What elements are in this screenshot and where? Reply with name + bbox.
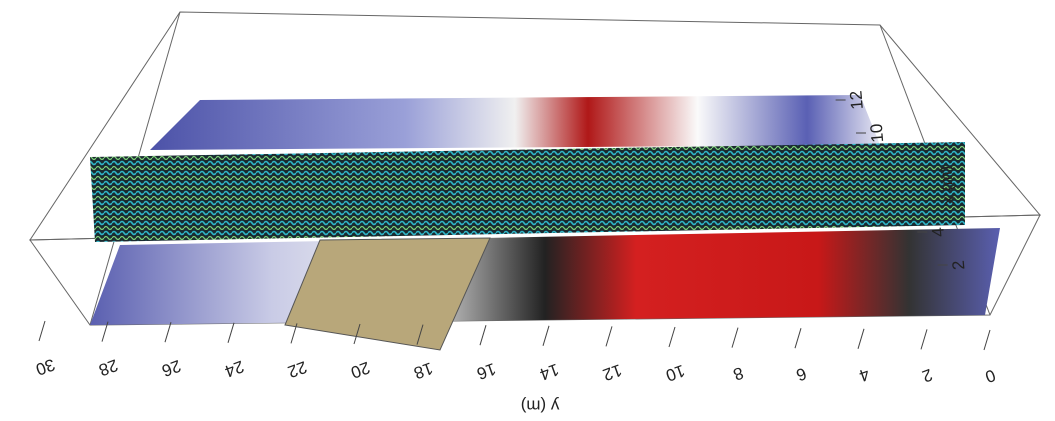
y-tick-label: 22	[285, 357, 309, 381]
y-tick	[731, 327, 739, 348]
y-tick	[794, 328, 802, 349]
y-tick-label: 0	[983, 365, 998, 386]
y-tick	[38, 320, 46, 342]
y-tick-label: 10	[663, 361, 687, 385]
y-tick-label: 20	[348, 358, 372, 382]
y-tick	[479, 325, 487, 346]
x-tick-label: 2	[949, 260, 969, 271]
y-tick	[983, 329, 991, 351]
lower-plane	[90, 228, 1000, 325]
x-tick-label: 12	[846, 90, 867, 111]
y-tick	[227, 322, 235, 343]
y-tick-label: 24	[222, 357, 246, 381]
y-tick	[920, 329, 928, 350]
y-tick	[290, 323, 298, 344]
gpr-slice	[90, 142, 965, 242]
y-tick	[353, 323, 361, 345]
y-tick-label: 28	[96, 355, 120, 379]
y-tick-label: 8	[731, 363, 746, 384]
x-tick-label: 4	[928, 227, 948, 238]
y-tick	[101, 321, 109, 342]
y-tick-label: 6	[794, 364, 809, 385]
y-tick-label: 16	[474, 359, 498, 383]
y-tick-label: 4	[857, 364, 872, 385]
y-tick	[857, 328, 865, 349]
x-tick-label: 10	[867, 123, 888, 144]
upper-plane	[150, 95, 880, 150]
y-tick-label: 14	[537, 360, 561, 384]
y-tick	[542, 325, 550, 346]
y-tick-label: 12	[600, 360, 624, 384]
y-tick	[668, 326, 676, 348]
x-axis-label: x (m)	[936, 165, 958, 205]
y-tick-label: 30	[33, 355, 57, 379]
y-tick	[164, 322, 172, 343]
y-tick-label: 18	[411, 358, 435, 382]
y-tick	[605, 326, 613, 347]
y-axis-label: y (m)	[521, 397, 560, 416]
y-tick	[416, 324, 424, 345]
photo-overlay	[284, 237, 491, 351]
y-tick-label: 2	[920, 365, 935, 386]
y-tick-label: 26	[159, 356, 183, 380]
